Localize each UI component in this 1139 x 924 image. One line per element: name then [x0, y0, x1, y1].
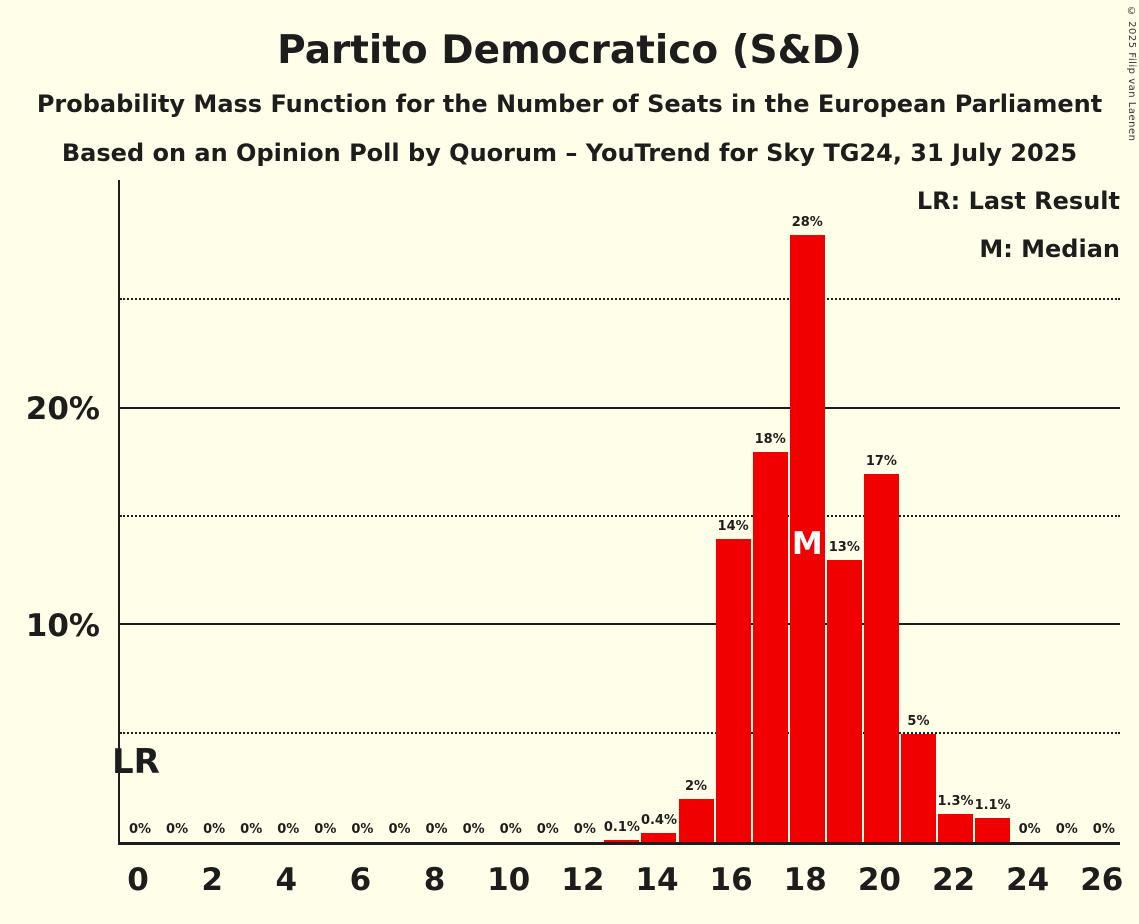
bar-value-label-seat-25: 0%	[1055, 822, 1078, 837]
legend-median: M: Median	[979, 235, 1120, 263]
y-tick-label-20: 20%	[25, 391, 100, 428]
x-tick-label-12: 12	[561, 862, 605, 898]
bar-value-label-seat-26: 0%	[1092, 822, 1115, 837]
bar-value-label-seat-14: 0.4%	[640, 813, 677, 829]
x-tick-label-4: 4	[275, 862, 298, 898]
bar-value-label-seat-9: 0%	[462, 822, 485, 837]
legend-last-result: LR: Last Result	[916, 187, 1120, 215]
bar-value-label-seat-24: 0%	[1018, 822, 1041, 837]
x-tick-label-0: 0	[127, 862, 149, 898]
bar-value-label-seat-18: 28%	[791, 215, 823, 231]
bar-value-label-seat-3: 0%	[240, 822, 263, 837]
x-tick-label-26: 26	[1080, 862, 1124, 898]
x-tick-label-10: 10	[487, 862, 531, 898]
bar-value-label-seat-4: 0%	[277, 822, 300, 837]
gridline-solid-10	[120, 623, 1120, 626]
bar-value-label-seat-11: 0%	[536, 822, 559, 837]
bar-seat-23	[975, 818, 1011, 842]
bar-value-label-seat-21: 5%	[907, 713, 930, 729]
plot-area: LR 0% 0% 0% 0% 0% 0% 0% 0% 0% 0% 0% 0% 0% 0.1% 0.4% 2% 1…	[112, 180, 1120, 845]
x-tick-label-6: 6	[349, 862, 372, 898]
bar-seat-21	[900, 733, 936, 842]
bar-seat-13	[604, 839, 640, 842]
bar-value-label-seat-2: 0%	[203, 822, 226, 837]
bar-value-label-seat-7: 0%	[388, 822, 411, 837]
bar-seat-17	[752, 451, 788, 842]
bar-value-label-seat-15: 2%	[685, 778, 708, 794]
bar-seat-19	[826, 560, 862, 842]
gridline-dotted-25	[120, 298, 1120, 301]
x-tick-label-24: 24	[1006, 862, 1050, 898]
x-tick-label-16: 16	[709, 862, 753, 898]
bar-seat-18	[789, 235, 825, 842]
bar-value-label-seat-6: 0%	[351, 822, 374, 837]
chart-subtitle-description: Probability Mass Function for the Number…	[36, 90, 1103, 118]
bar-value-label-seat-19: 13%	[828, 540, 860, 556]
bar-value-label-seat-13: 0.1%	[603, 819, 640, 835]
copyright-notice: © 2025 Filip van Laenen	[1126, 6, 1137, 142]
chart-title: Partito Democratico (S&D)	[277, 28, 862, 73]
bar-seat-20	[863, 473, 899, 842]
bar-value-label-seat-16: 14%	[717, 518, 749, 534]
x-tick-label-14: 14	[635, 862, 679, 898]
bar-seat-22	[938, 813, 974, 842]
gridline-solid-20	[120, 406, 1120, 409]
y-tick-label-10: 10%	[25, 608, 100, 645]
bar-seat-16	[715, 538, 751, 842]
x-tick-label-8: 8	[423, 862, 446, 898]
x-tick-label-18: 18	[783, 862, 827, 898]
bar-seat-15	[678, 798, 714, 842]
x-tick-label-2: 2	[201, 862, 223, 898]
bar-seat-14	[641, 833, 677, 842]
last-result-marker: LR	[112, 742, 160, 782]
gridline-dotted-15	[120, 514, 1120, 517]
bar-value-label-seat-22: 1.3%	[937, 793, 974, 809]
median-marker: M	[791, 526, 823, 563]
bar-value-label-seat-23: 1.1%	[974, 798, 1011, 814]
bar-value-label-seat-8: 0%	[425, 822, 448, 837]
bar-value-label-seat-5: 0%	[314, 822, 337, 837]
bar-value-label-seat-12: 0%	[573, 822, 596, 837]
bar-value-label-seat-20: 17%	[865, 453, 897, 469]
bar-value-label-seat-0: 0%	[128, 822, 152, 837]
bar-value-label-seat-1: 0%	[166, 822, 189, 837]
chart-subtitle-poll-source: Based on an Opinion Poll by Quorum – You…	[61, 139, 1078, 167]
x-tick-label-20: 20	[857, 862, 901, 898]
x-tick-label-22: 22	[931, 862, 976, 898]
bar-value-label-seat-10: 0%	[499, 822, 522, 837]
bar-value-label-seat-17: 18%	[754, 431, 786, 447]
gridline-dotted-5	[120, 731, 1120, 734]
